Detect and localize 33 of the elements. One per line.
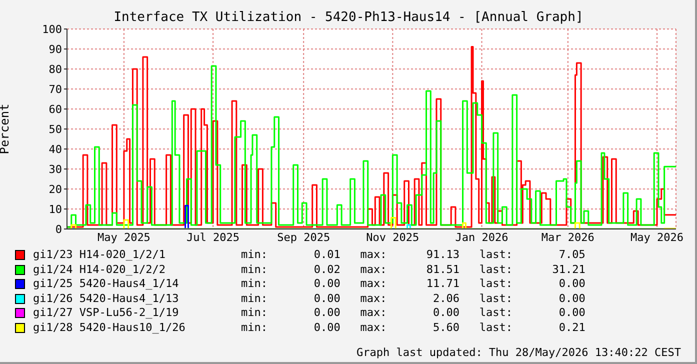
chart-title: Interface TX Utilization - 5420-Ph13-Haus14 - [Annual Graph]	[114, 10, 584, 25]
text: min: 0.00 max: 5.60 last: 0.21	[241, 320, 586, 335]
y-tick-label: 0	[55, 222, 62, 236]
y-tick-label: 30	[48, 162, 62, 176]
x-tick-label: Nov 2025	[366, 230, 420, 244]
x-tick-label: Mar 2026	[541, 230, 594, 244]
text: min: 0.01 max: 91.13 last: 7.05	[241, 248, 586, 262]
x-tick-label: May 2026	[630, 230, 684, 244]
y-tick-label: 70	[48, 82, 62, 96]
legend-label: gi1/24 H14-020_1/2/2	[33, 262, 166, 277]
y-tick-label: 40	[48, 142, 62, 156]
legend-label: gi1/25 5420-Haus4_1/14	[33, 277, 180, 292]
legend-label: gi1/27 VSP-Lu56-2_1/19	[33, 306, 180, 320]
text: min: 0.02 max: 81.51 last: 31.21	[241, 262, 586, 277]
y-axis-title: Percent	[0, 104, 12, 154]
x-tick-label: May 2025	[97, 230, 150, 244]
legend-label: gi1/26 5420-Haus4_1/13	[33, 292, 180, 306]
text: Graph last updated: Thu 28/May/2026 13:40:22 CEST	[356, 346, 681, 359]
y-tick-label: 20	[48, 182, 62, 196]
text: min: 0.00 max: 2.06 last: 0.00	[241, 292, 586, 306]
x-tick-label: Jan 2026	[455, 230, 508, 244]
y-tick-label: 10	[48, 202, 62, 216]
y-tick-label: 100	[42, 22, 62, 36]
x-tick-label: Sep 2025	[277, 230, 330, 244]
text: min: 0.00 max: 11.71 last: 0.00	[241, 277, 586, 292]
legend-label: gi1/28 5420-Haus10_1/26	[33, 320, 186, 335]
y-tick-label: 50	[48, 122, 62, 136]
text: min: 0.00 max: 0.00 last: 0.00	[241, 306, 586, 320]
y-tick-label: 80	[48, 62, 62, 76]
y-tick-label: 60	[48, 102, 62, 116]
legend-label: gi1/23 H14-020_1/2/1	[33, 248, 166, 262]
x-tick-label: Jul 2025	[186, 230, 240, 244]
y-tick-label: 90	[48, 42, 62, 56]
